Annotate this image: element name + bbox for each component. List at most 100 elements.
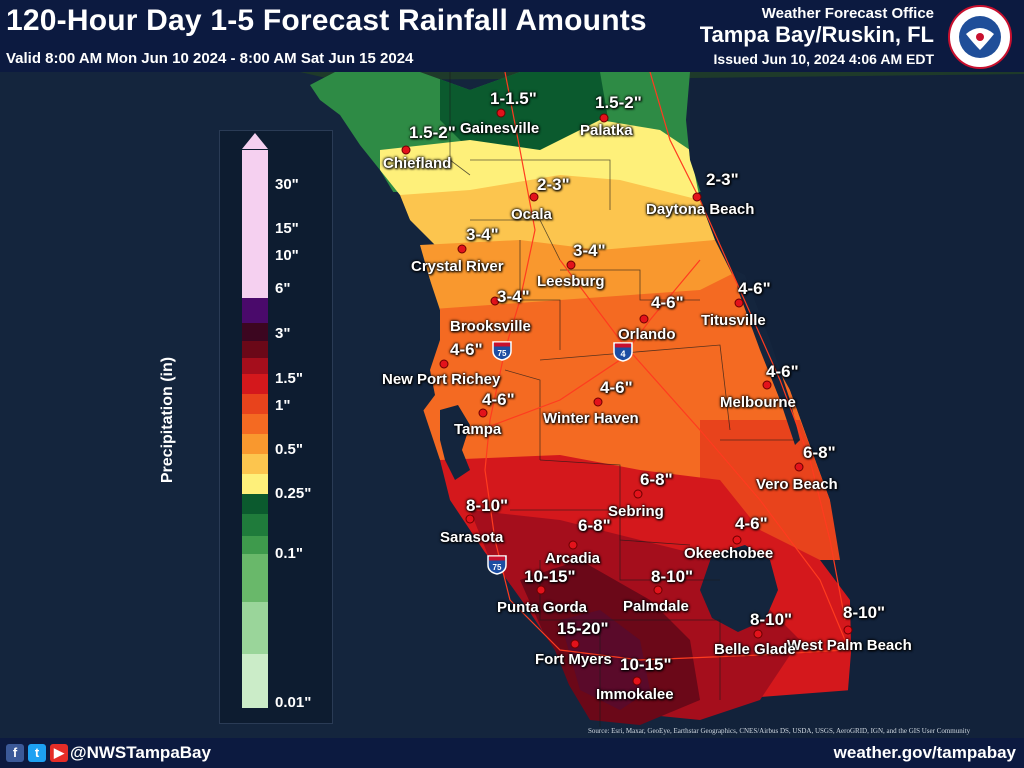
city-marker-icon <box>401 145 411 155</box>
county-line <box>470 159 611 210</box>
city-marker-icon <box>478 408 488 418</box>
shield-band <box>494 342 510 347</box>
county-line <box>449 72 471 176</box>
city-name-label: Winter Haven <box>543 410 639 427</box>
legend-label: 1" <box>275 397 291 414</box>
valid-period: Valid 8:00 AM Mon Jun 10 2024 - 8:00 AM … <box>6 50 414 67</box>
rainfall-amount-label: 10-15" <box>524 567 576 586</box>
rainfall-amount-label: 4-6" <box>600 378 633 397</box>
social-handle[interactable]: @NWSTampaBay <box>70 743 211 762</box>
city-marker-icon <box>653 585 663 595</box>
city-name-label: West Palm Beach <box>787 637 912 654</box>
rainfall-amount-label: 3-4" <box>573 241 606 260</box>
city-name-label: Daytona Beach <box>646 201 755 218</box>
city-name-label: Sarasota <box>440 529 504 546</box>
city-marker-icon <box>536 585 546 595</box>
city-name-label: Punta Gorda <box>497 599 588 616</box>
shield-band <box>489 556 505 561</box>
city-name-label: Okeechobee <box>684 545 774 562</box>
tampa-bay-water <box>440 405 470 480</box>
legend-label: 6" <box>275 280 291 297</box>
legend-swatch <box>242 474 268 494</box>
city-marker-icon <box>762 380 772 390</box>
city-marker-icon <box>692 192 702 202</box>
city-name-label: Crystal River <box>411 258 504 275</box>
highway-i95 <box>649 72 846 621</box>
i75-shield-icon: 75 <box>487 555 507 575</box>
rainfall-amount-label: 4-6" <box>766 362 799 381</box>
city-name-label: Vero Beach <box>756 476 838 493</box>
county-line <box>504 369 541 460</box>
legend-swatch <box>242 536 268 554</box>
facebook-icon[interactable]: f <box>6 744 24 762</box>
legend-swatch <box>242 323 268 341</box>
twitter-icon[interactable]: t <box>28 744 46 762</box>
office-name: Tampa Bay/Ruskin, FL <box>699 22 934 47</box>
shield-number: 75 <box>498 349 507 358</box>
rainfall-amount-label: 8-10" <box>750 610 793 629</box>
rainfall-amount-label: 6-8" <box>640 470 673 489</box>
city-name-label: Titusville <box>701 312 766 329</box>
rainfall-map <box>0 72 1024 738</box>
county-line <box>539 459 691 546</box>
legend-swatch <box>242 394 268 414</box>
city-name-label: Palmdale <box>623 598 689 615</box>
city-name-label: New Port Richey <box>382 371 501 388</box>
city-marker-icon <box>639 314 649 324</box>
legend-swatch <box>242 602 268 654</box>
rainfall-amount-label: 10-15" <box>620 655 672 674</box>
city-name-label: Brooksville <box>450 318 531 335</box>
legend-label: 10" <box>275 247 299 264</box>
wfo-label: Weather Forecast Office <box>761 5 934 22</box>
legend-label: 1.5" <box>275 370 303 387</box>
legend-swatch <box>242 554 268 602</box>
shield-number: 75 <box>493 563 502 572</box>
rainfall-amount-label: 8-10" <box>466 496 509 515</box>
i4-shield-icon: 4 <box>613 342 633 362</box>
city-name-label: Chiefland <box>383 155 452 172</box>
city-marker-icon <box>570 639 580 649</box>
city-marker-icon <box>753 629 763 639</box>
city-name-label: Sebring <box>608 503 664 520</box>
rainfall-amount-label: 15-20" <box>557 619 609 638</box>
rainfall-amount-label: 3-4" <box>466 225 499 244</box>
legend-swatch <box>242 374 268 394</box>
city-marker-icon <box>490 296 500 306</box>
band-1-1.5-dark <box>440 72 610 150</box>
rainfall-amount-label: 6-8" <box>578 516 611 535</box>
nws-logo-icon <box>948 5 1012 69</box>
legend-swatch <box>242 150 268 298</box>
indian-river <box>735 270 800 445</box>
city-marker-icon <box>568 540 578 550</box>
city-name-label: Immokalee <box>596 686 674 703</box>
county-line <box>519 240 561 350</box>
city-marker-icon <box>633 489 643 499</box>
city-marker-icon <box>632 676 642 686</box>
city-marker-icon <box>734 298 744 308</box>
legend-label: 0.5" <box>275 441 303 458</box>
footer-bar <box>0 738 1024 768</box>
rainfall-amount-label: 4-6" <box>482 390 515 409</box>
map-title: 120-Hour Day 1-5 Forecast Rainfall Amoun… <box>6 4 647 37</box>
legend-swatch <box>242 414 268 434</box>
header-bar <box>0 0 1024 72</box>
youtube-icon[interactable]: ▶ <box>50 744 68 762</box>
county-line <box>560 269 700 301</box>
county-line <box>510 509 720 581</box>
city-name-label: Palatka <box>580 122 633 139</box>
legend-swatch <box>242 358 268 374</box>
rainfall-amount-label: 3-4" <box>497 287 530 306</box>
city-marker-icon <box>529 192 539 202</box>
issued-time: Issued Jun 10, 2024 4:06 AM EDT <box>713 51 934 67</box>
county-line <box>539 344 731 431</box>
legend-swatch <box>242 494 268 514</box>
rainfall-amount-label: 4-6" <box>735 514 768 533</box>
city-name-label: Fort Myers <box>535 651 612 668</box>
rainfall-amount-label: 1.5-2" <box>409 123 456 142</box>
highway-turnpike <box>559 259 846 641</box>
rainfall-amount-label: 1.5-2" <box>595 93 642 112</box>
website-link[interactable]: weather.gov/tampabay <box>833 743 1016 762</box>
city-name-label: Belle Glade <box>714 641 796 658</box>
city-name-label: Arcadia <box>545 550 601 567</box>
